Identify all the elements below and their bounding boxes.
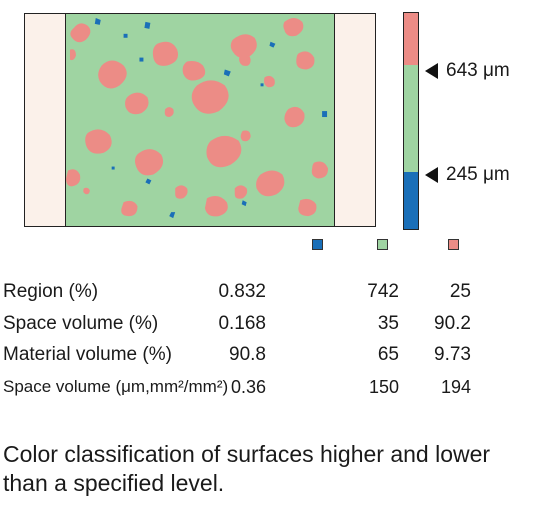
pink-value: 25 bbox=[449, 281, 471, 302]
surface-map-panel bbox=[24, 13, 376, 227]
lower-threshold-label: 245 μm bbox=[446, 164, 510, 185]
upper-threshold-label: 643 μm bbox=[446, 60, 510, 81]
legend-pink-swatch bbox=[448, 239, 459, 250]
left-margin-band bbox=[25, 14, 66, 226]
row-label: Space volume (%) bbox=[3, 313, 159, 334]
pink-value: 90.2 bbox=[434, 313, 471, 334]
blue-blobs bbox=[94, 17, 328, 219]
table-row: Space volume (%) 0.168 35 90.2 bbox=[3, 313, 523, 343]
height-map-graphic bbox=[66, 17, 329, 219]
pink-value: 194 bbox=[440, 377, 471, 397]
colorbar-blue-segment bbox=[404, 172, 418, 229]
green-value: 742 bbox=[367, 281, 399, 302]
blue-value: 0.832 bbox=[218, 281, 266, 302]
surface-height-map bbox=[66, 14, 334, 226]
legend-green-swatch bbox=[377, 239, 388, 250]
colorbar-green-segment bbox=[404, 65, 418, 172]
blue-value: 0.168 bbox=[218, 313, 266, 334]
left-triangle-icon bbox=[425, 63, 438, 79]
pink-value: 9.73 bbox=[434, 344, 471, 365]
table-row: Material volume (%) 90.8 65 9.73 bbox=[3, 344, 523, 374]
lower-threshold-marker: 245 μm bbox=[425, 164, 510, 186]
table-row: Region (%) 0.832 742 25 bbox=[3, 281, 523, 311]
legend-blue-swatch bbox=[312, 239, 323, 250]
height-colorbar bbox=[403, 12, 419, 230]
blue-value: 0.36 bbox=[230, 377, 266, 397]
pink-blobs bbox=[66, 17, 329, 217]
right-margin-band bbox=[334, 14, 375, 226]
table-row: Space volume (μm,mm²/mm²) 0.36 150 194 bbox=[3, 377, 523, 407]
row-label: Region (%) bbox=[3, 281, 99, 302]
row-label: Material volume (%) bbox=[3, 344, 172, 365]
green-value: 35 bbox=[377, 313, 399, 334]
colorbar-pink-segment bbox=[404, 13, 418, 65]
green-value: 65 bbox=[377, 344, 399, 365]
green-value: 150 bbox=[368, 377, 399, 397]
left-triangle-icon bbox=[425, 167, 438, 183]
blue-value: 90.8 bbox=[229, 344, 266, 365]
figure-caption: Color classification of surfaces higher … bbox=[3, 441, 491, 496]
upper-threshold-marker: 643 μm bbox=[425, 60, 510, 82]
row-label: Space volume (μm,mm²/mm²) bbox=[3, 377, 229, 396]
